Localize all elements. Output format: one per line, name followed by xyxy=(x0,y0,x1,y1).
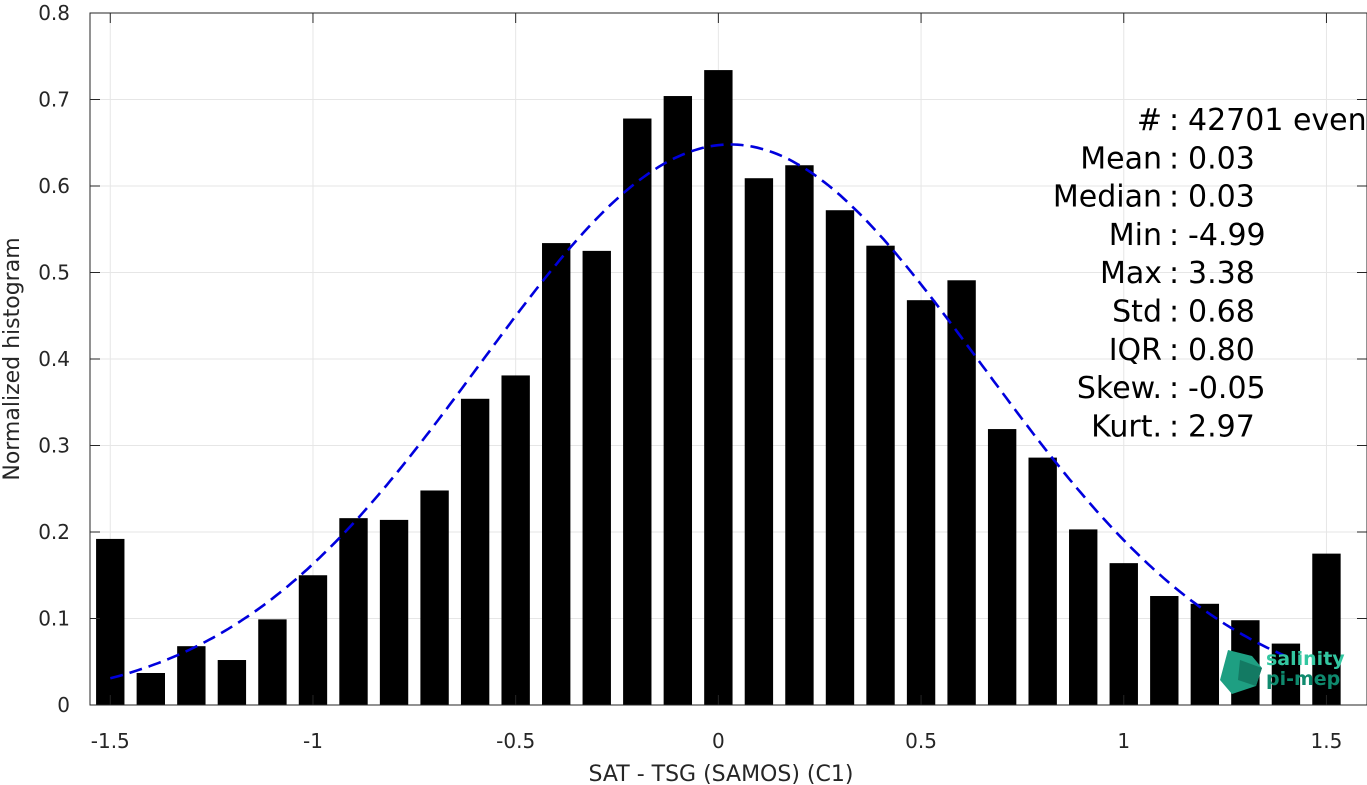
stat-value: -0.05 xyxy=(1188,371,1266,406)
histogram-bar xyxy=(704,70,733,706)
stat-separator: : xyxy=(1169,409,1179,444)
axis-ticks: -1.5 -1 -0.5 0 0.5 1 1.5 0 0.1 0.2 0.3 0.4 0.5 0.6 0.7… xyxy=(38,1,1367,753)
y-tick-label: 0.7 xyxy=(38,88,70,112)
logo-cube-shade xyxy=(1238,660,1262,686)
stat-separator: : xyxy=(1169,180,1179,215)
histogram-bar xyxy=(744,178,774,706)
stat-label: # xyxy=(1137,103,1162,138)
stat-value: 0.03 xyxy=(1188,141,1255,176)
histogram-bar xyxy=(460,398,490,705)
stat-label: Skew. xyxy=(1077,371,1162,406)
stat-label: IQR xyxy=(1109,333,1162,368)
stat-value: 0.68 xyxy=(1188,295,1255,330)
y-tick-label: 0 xyxy=(57,693,70,717)
stat-separator: : xyxy=(1169,218,1179,253)
histogram-bar xyxy=(987,429,1017,705)
stat-label: Max xyxy=(1100,256,1162,291)
stat-separator: : xyxy=(1169,141,1179,176)
logo-line1: salinity xyxy=(1266,648,1345,670)
x-tick-label: -1 xyxy=(303,729,323,753)
stat-value: 0.03 xyxy=(1188,180,1255,215)
gaussian-fit-curve xyxy=(109,143,1295,680)
histogram-bar xyxy=(947,280,976,705)
histogram-bar xyxy=(1190,603,1220,705)
x-tick-label: -1.5 xyxy=(91,729,130,753)
histogram-bar xyxy=(825,210,855,705)
x-tick-label: 0.5 xyxy=(905,729,937,753)
stat-separator: : xyxy=(1169,371,1179,406)
y-tick-label: 0.6 xyxy=(38,174,70,198)
stat-label: Min xyxy=(1109,218,1162,253)
histogram-bar xyxy=(217,660,247,705)
histogram-bar xyxy=(177,646,206,705)
stat-label: Std xyxy=(1112,295,1162,330)
x-axis-title: SAT - TSG (SAMOS) (C1) xyxy=(589,762,854,785)
logo-line2: pi-mep xyxy=(1266,668,1340,690)
histogram-bar xyxy=(906,300,936,705)
histogram-bar xyxy=(542,243,571,705)
stat-value: 2.97 xyxy=(1188,409,1255,444)
y-tick-label: 0.2 xyxy=(38,520,70,544)
histogram-bar xyxy=(663,96,693,706)
stat-separator: : xyxy=(1169,103,1179,138)
y-tick-label: 0.3 xyxy=(38,434,70,458)
stat-separator: : xyxy=(1169,256,1179,291)
stat-separator: : xyxy=(1169,333,1179,368)
histogram-bar xyxy=(623,118,652,705)
histogram-bar xyxy=(1271,643,1301,705)
x-tick-label: 0 xyxy=(712,729,725,753)
histogram-bar xyxy=(785,165,814,706)
histogram-bar xyxy=(96,538,125,705)
stat-separator: : xyxy=(1169,295,1179,330)
stat-label: Kurt. xyxy=(1091,409,1162,444)
histogram-bar xyxy=(258,619,287,705)
histogram-bar xyxy=(379,519,409,705)
histogram-bar xyxy=(298,575,328,705)
stats-annotation: #:42701 eventsMean:0.03Median:0.03Min:-4… xyxy=(1053,103,1367,444)
stat-label: Median xyxy=(1053,180,1162,215)
stat-value: 0.80 xyxy=(1188,333,1255,368)
stat-value: 3.38 xyxy=(1188,256,1255,291)
histogram-bar xyxy=(1109,563,1138,705)
salinity-pimep-logo: salinity pi-mep xyxy=(1220,648,1345,694)
stat-label: Mean xyxy=(1080,141,1162,176)
y-tick-label: 0.4 xyxy=(38,347,70,371)
histogram-bar xyxy=(1028,457,1057,705)
histogram-bar xyxy=(136,672,165,705)
y-axis-title: Normalized histogram xyxy=(0,237,25,480)
stat-value: -4.99 xyxy=(1188,218,1266,253)
histogram-bar xyxy=(1150,596,1179,705)
histogram-bar xyxy=(420,490,449,705)
y-tick-label: 0.5 xyxy=(38,261,70,285)
y-tick-label: 0.1 xyxy=(38,607,70,631)
x-tick-label: 1.5 xyxy=(1311,729,1343,753)
x-tick-label: -0.5 xyxy=(496,729,535,753)
histogram-bar xyxy=(582,250,611,705)
histogram-bar xyxy=(1312,553,1341,705)
histogram-bar xyxy=(501,375,530,705)
histogram-bar xyxy=(866,245,895,705)
y-tick-label: 0.8 xyxy=(38,1,70,25)
histogram-bar xyxy=(339,518,368,705)
stat-value: 42701 events xyxy=(1188,103,1367,138)
x-tick-label: 1 xyxy=(1117,729,1130,753)
histogram-bar xyxy=(1069,529,1098,705)
histogram-bars xyxy=(96,70,1341,706)
